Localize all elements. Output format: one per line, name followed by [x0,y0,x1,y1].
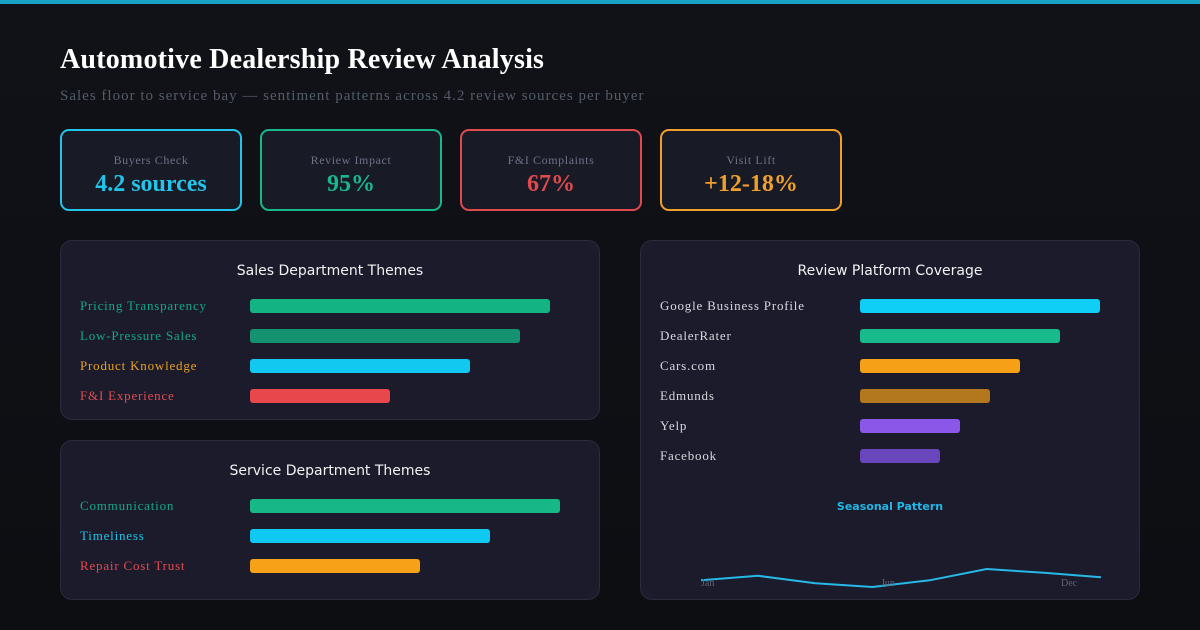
kpi-label: Review Impact [310,153,392,167]
top-accent-bar [0,0,1200,4]
platform-bar [860,299,1100,313]
platform-bar [860,329,1060,343]
kpi-card-review-impact: Review Impact 95% [260,129,442,211]
kpi-card-visit-lift: Visit Lift +12-18% [660,129,842,211]
seasonal-line-chart [700,567,1102,589]
x-tick-label: Jan [701,578,715,589]
panel-title: Sales Department Themes [236,263,424,279]
platform-label: DealerRater [660,328,732,343]
sales-theme-label: F&I Experience [80,388,175,403]
sales-theme-bar [250,389,390,403]
platform-bar [860,419,960,433]
kpi-value: 95% [327,171,375,197]
platform-label: Facebook [660,448,717,463]
sales-theme-bar [250,329,520,343]
sales-theme-label: Low-Pressure Sales [80,328,198,343]
sales-theme-label: Product Knowledge [80,358,198,373]
kpi-card-fi-complaints: F&I Complaints 67% [460,129,642,211]
sales-themes-panel: Sales Department Themes Pricing Transpar… [60,240,600,420]
sales-theme-bar [250,359,470,373]
kpi-label: Buyers Check [113,153,189,167]
service-theme-label: Repair Cost Trust [80,558,186,573]
sales-theme-label: Pricing Transparency [80,298,207,313]
kpi-value: 4.2 sources [95,171,207,197]
page-subtitle: Sales floor to service bay — sentiment p… [60,88,645,104]
kpi-value: +12-18% [704,171,798,197]
platform-label: Google Business Profile [660,298,805,313]
kpi-card-buyers-check: Buyers Check 4.2 sources [60,129,242,211]
platform-label: Yelp [660,418,688,433]
panel-title: Service Department Themes [229,463,431,479]
sales-theme-bar [250,299,550,313]
kpi-value: 67% [527,171,575,197]
platform-bar [860,389,990,403]
panel-title: Review Platform Coverage [797,263,983,279]
platform-label: Cars.com [660,358,716,373]
x-tick-label: Dec [1061,578,1078,589]
x-tick-label: Jun [881,578,895,589]
kpi-label: Visit Lift [726,153,776,167]
service-theme-bar [250,529,490,543]
seasonal-chart-title: Seasonal Pattern [836,500,944,513]
page-title: Automotive Dealership Review Analysis [60,44,545,75]
platform-bar [860,359,1020,373]
service-theme-label: Communication [80,498,175,513]
service-theme-label: Timeliness [80,528,145,543]
service-theme-bar [250,559,420,573]
platform-label: Edmunds [660,388,715,403]
platform-bar [860,449,940,463]
service-themes-panel: Service Department Themes Communication T… [60,440,600,600]
seasonal-series-line [700,567,1102,589]
kpi-label: F&I Complaints [507,153,595,167]
platform-coverage-panel: Review Platform Coverage Google Business… [640,240,1140,600]
service-theme-bar [250,499,560,513]
